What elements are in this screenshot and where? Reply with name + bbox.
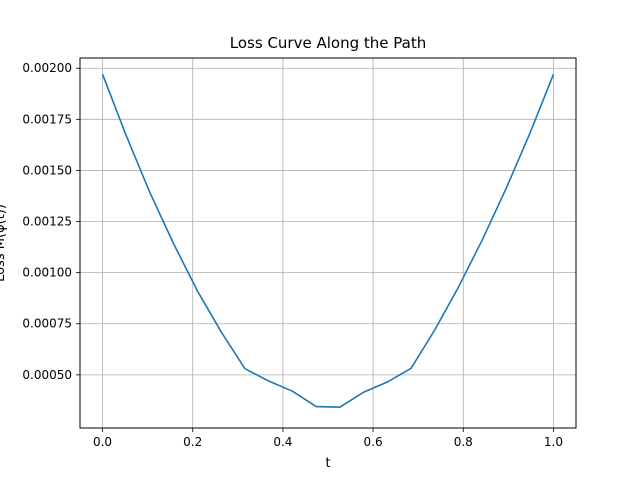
loss-series-line: [101, 74, 555, 408]
y-tick-label: 0.00100: [22, 266, 72, 280]
y-tick-label: 0.00200: [22, 61, 72, 75]
y-tick-label: 0.00150: [22, 163, 72, 177]
y-tick-label: 0.00050: [22, 368, 72, 382]
x-axis-title: t: [325, 456, 330, 471]
x-tick-label: 0.2: [183, 435, 202, 449]
y-tick-label: 0.00075: [22, 317, 72, 331]
grid-layer: [80, 58, 576, 428]
x-tick-label: 0.6: [364, 435, 383, 449]
series-layer: [101, 74, 555, 408]
x-tick-label: 0.4: [273, 435, 292, 449]
axes-frame: [79, 57, 577, 429]
x-tick-label: 0.0: [93, 435, 112, 449]
chart-title: Loss Curve Along the Path: [230, 34, 426, 52]
x-tick-label: 1.0: [544, 435, 563, 449]
tick-layer: 0.0 0.2 0.4 0.6 0.8 1.0 0.00050 0.00075 0.00100 0…: [22, 61, 563, 449]
y-tick-label: 0.00175: [22, 112, 72, 126]
x-tick-label: 0.8: [454, 435, 473, 449]
y-axis-title: Loss M(φ(t)): [0, 204, 8, 282]
y-tick-label: 0.00125: [22, 215, 72, 229]
